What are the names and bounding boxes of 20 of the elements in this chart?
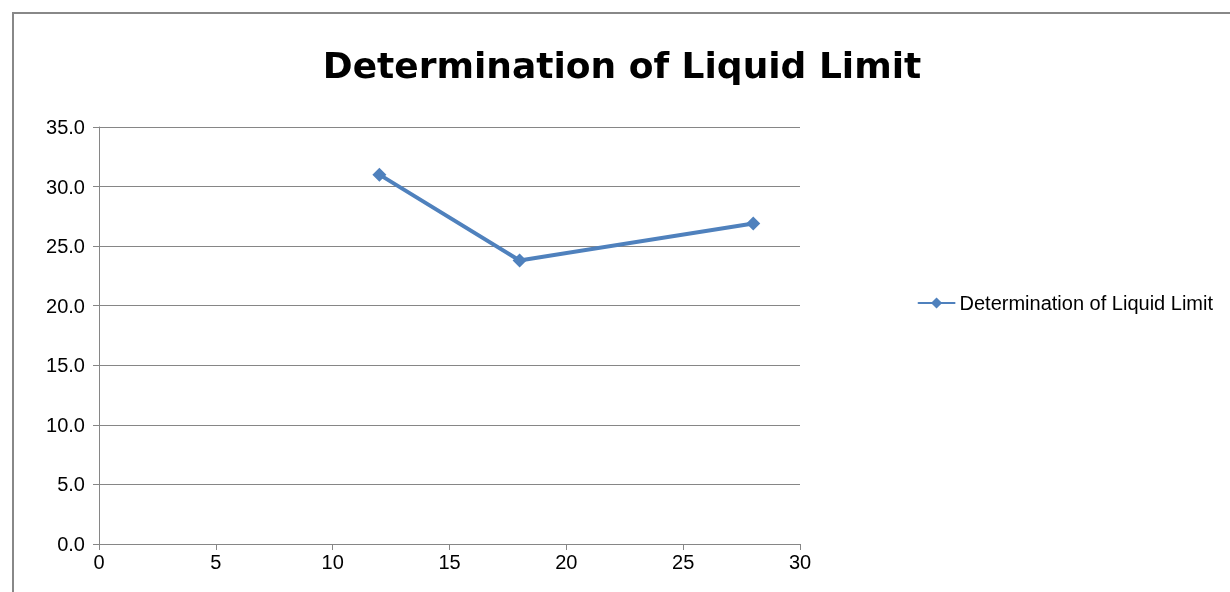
legend-label: Determination of Liquid Limit xyxy=(959,292,1214,314)
x-tick-label: 25 xyxy=(672,551,695,573)
x-tick-label: 5 xyxy=(210,551,222,573)
y-tick-label: 25.0 xyxy=(46,235,85,258)
y-tick-label: 5.0 xyxy=(57,473,85,496)
x-tick-label: 15 xyxy=(438,551,461,573)
y-tick-label: 30.0 xyxy=(46,175,85,198)
point xyxy=(746,216,761,231)
x-tick-label: 20 xyxy=(555,551,578,573)
x-tick-label: 0 xyxy=(93,551,105,573)
y-tick-label: 35.0 xyxy=(46,116,85,138)
point xyxy=(372,167,387,182)
point xyxy=(512,253,527,268)
y-tick-label: 20.0 xyxy=(46,294,85,317)
y-tick-label: 10.0 xyxy=(46,413,85,436)
x-tick-label: 10 xyxy=(321,551,344,573)
chart-title: Determination of Liquid Limit xyxy=(322,44,922,86)
y-tick-label: 15.0 xyxy=(46,354,85,377)
x-tick-label: 30 xyxy=(788,551,812,573)
y-tick-label: 0.0 xyxy=(57,533,85,555)
